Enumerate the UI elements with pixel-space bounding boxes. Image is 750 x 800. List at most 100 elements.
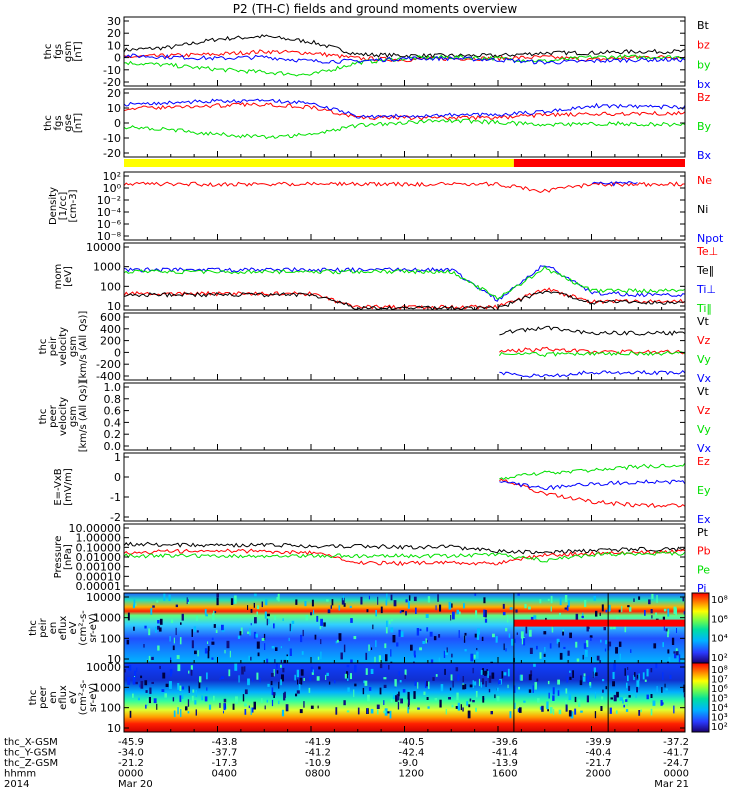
spectrogram-speckle: [280, 659, 282, 663]
panel-frame: [123, 382, 686, 451]
spectrogram-speckle: [238, 675, 240, 683]
spectrogram-speckle: [385, 600, 388, 606]
legend-entry: Ni: [697, 203, 708, 216]
spectrogram-speckle: [318, 666, 321, 670]
y-axis-label-line: gsm: [63, 41, 74, 62]
spectrogram-speckle: [407, 691, 410, 700]
spectrogram-speckle: [518, 686, 520, 690]
y-axis-label-line: thc: [38, 409, 49, 425]
spectrogram-speckle: [507, 615, 509, 623]
spectrogram-speckle: [562, 629, 564, 633]
spectrogram-speckle: [502, 612, 506, 616]
spectrogram-speckle: [432, 677, 435, 681]
spectrogram-speckle: [646, 668, 649, 677]
spectrogram-speckle: [405, 611, 407, 616]
spectrogram-speckle: [179, 685, 182, 691]
spectrogram-speckle: [608, 641, 612, 647]
spectrogram-speckle: [173, 637, 175, 644]
spectrogram-speckle: [261, 638, 265, 641]
spectrogram-speckle: [650, 609, 653, 614]
legend-entry: Pt: [697, 526, 709, 539]
spectrogram-speckle: [417, 682, 419, 689]
spectrogram-speckle: [291, 620, 295, 624]
spectrogram-speckle: [682, 597, 684, 602]
colorbar-tick-label: 10⁸: [711, 595, 728, 606]
y-axis-label-line: gse: [63, 114, 74, 132]
spectrogram-speckle: [368, 595, 370, 600]
time-axis-value: -39.6: [492, 737, 518, 748]
spectrogram-speckle: [596, 655, 600, 661]
spectrogram-speckle: [375, 610, 377, 617]
spectrogram-speckle: [180, 709, 182, 717]
time-axis-value: Mar 21: [654, 779, 689, 790]
spectrogram-speckle: [190, 669, 193, 676]
legend-entry: Te⊥: [696, 245, 718, 258]
spectrogram-speckle: [496, 696, 500, 702]
spectrogram-speckle: [638, 710, 641, 716]
series-fgs_gsm-3: [124, 53, 685, 65]
spectrogram-speckle: [644, 679, 647, 682]
spectrogram-speckle: [515, 609, 518, 613]
spectrogram-speckle: [624, 668, 626, 676]
y-axis-label-line: gsm: [68, 336, 79, 357]
spectrogram-speckle: [187, 711, 190, 714]
spectrogram-speckle: [605, 609, 608, 613]
spectrogram-speckle: [547, 709, 549, 712]
spectrogram-speckle: [325, 674, 327, 680]
spectrogram-speckle: [309, 676, 312, 681]
spectrogram-speckle: [578, 699, 581, 707]
spectrogram-speckle: [494, 694, 496, 699]
y-axis-label-line: (cm²-s-: [78, 610, 89, 646]
spectrogram-speckle: [427, 706, 430, 709]
y-tick-label: 10⁻²: [97, 194, 121, 207]
spectrogram-speckle: [250, 623, 252, 626]
spectrogram-speckle: [401, 610, 404, 613]
spectrogram-speckle: [386, 593, 388, 600]
spectrogram-speckle: [234, 601, 237, 604]
spectrogram-speckle: [205, 614, 208, 617]
spectrogram-speckle: [383, 677, 387, 680]
spectrogram-speckle: [320, 639, 322, 645]
spectrogram-speckle: [636, 686, 638, 693]
spectrogram-speckle: [156, 703, 158, 710]
spectrogram-speckle: [230, 598, 234, 605]
spectrogram-speckle: [383, 700, 385, 705]
spectrogram-speckle: [181, 613, 184, 621]
spectrogram-speckle: [127, 677, 131, 685]
spectrogram-speckle: [635, 690, 637, 698]
spectrogram-speckle: [221, 676, 225, 679]
spectrogram-speckle: [463, 603, 465, 609]
spectrogram-speckle: [426, 680, 429, 687]
spectrogram-speckle: [156, 600, 159, 603]
spectrogram-speckle: [388, 664, 390, 670]
spectrogram-speckle: [152, 605, 155, 608]
spectrogram-speckle: [464, 649, 467, 652]
spectrogram-speckle: [341, 597, 345, 605]
spectrogram-speckle: [400, 698, 403, 704]
spectrogram-speckle: [572, 670, 574, 678]
spectrogram-speckle: [169, 636, 171, 642]
spectrogram-speckle: [126, 639, 130, 645]
spectrogram-speckle: [271, 699, 274, 707]
spectrogram-speckle: [124, 669, 126, 673]
spectrogram-speckle: [170, 670, 172, 677]
spectrogram-speckle: [259, 678, 261, 683]
spectrogram-speckle: [446, 647, 448, 653]
y-tick-label: 10: [107, 653, 121, 666]
spectrogram-speckle: [181, 686, 185, 690]
spectrogram-speckle: [429, 631, 433, 637]
spectrogram-speckle: [474, 593, 477, 596]
spectrogram-speckle: [422, 641, 425, 644]
legend-entry: Bx: [697, 149, 712, 162]
spectrogram-speckle: [132, 677, 136, 685]
spectrogram-speckle: [567, 600, 570, 607]
spectrogram-speckle: [533, 615, 537, 620]
spectrogram-speckle: [545, 617, 547, 621]
y-tick-label: 0.4: [104, 416, 122, 429]
spectrogram-speckle: [593, 595, 596, 601]
spectrogram-speckle: [525, 626, 528, 634]
spectrogram-speckle: [563, 646, 566, 649]
spectrogram-speckle: [451, 704, 454, 708]
spectrogram-speckle: [553, 708, 555, 715]
spectrogram-speckle: [280, 679, 282, 686]
